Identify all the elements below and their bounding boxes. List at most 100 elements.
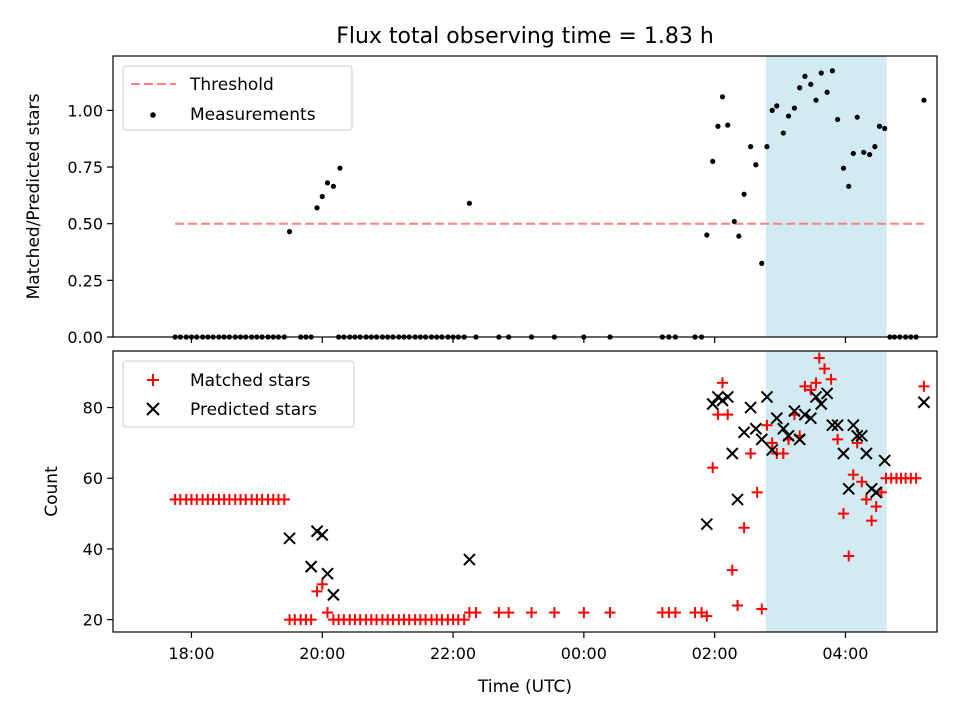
predicted-star-point	[700, 517, 714, 531]
matched-star-point	[751, 486, 763, 498]
x-tick-label: 18:00	[168, 644, 214, 663]
measurement-point	[466, 200, 473, 206]
legend-measurements-swatch	[150, 112, 156, 118]
legend-predicted-label: Predicted stars	[190, 400, 317, 420]
measurement-point	[850, 150, 856, 157]
measurement-point	[774, 103, 780, 109]
predicted-star-point	[777, 422, 790, 435]
measurement-point	[710, 158, 716, 164]
predicted-star-point	[782, 429, 795, 443]
matched-star-point	[548, 607, 560, 619]
matched-star-point	[843, 550, 855, 562]
measurement-point	[330, 183, 336, 189]
top-observing-window	[765, 56, 887, 337]
measurement-point	[840, 165, 847, 171]
matched-stars-points	[169, 352, 930, 626]
matched-star-point	[875, 486, 887, 498]
top-legend-box	[122, 65, 353, 131]
matched-star-point	[716, 377, 728, 389]
matched-star-point	[604, 607, 616, 619]
predicted-star-point	[737, 426, 751, 439]
x-axis-label: Time (UTC)	[477, 677, 572, 697]
predicted-star-point	[837, 447, 850, 460]
matched-star-point	[813, 352, 825, 364]
bottom-legend: Matched stars Predicted stars	[122, 360, 355, 428]
predicted-star-point	[721, 390, 734, 404]
measurement-point	[753, 162, 759, 168]
matched-star-point	[860, 493, 872, 505]
matched-star-point	[278, 493, 290, 505]
measurement-point	[736, 233, 742, 239]
matched-star-point	[856, 476, 868, 488]
predicted-star-point	[831, 419, 844, 432]
predicted-star-point	[760, 390, 774, 404]
measurement-points	[172, 68, 927, 340]
bottom-x-ticks: 18:00 20:00 22:00 00:00 02:00 04:00	[168, 632, 868, 663]
predicted-star-point	[869, 486, 883, 499]
predicted-star-point	[788, 404, 801, 418]
measurement-point	[764, 144, 770, 150]
bottom-legend-box	[122, 360, 355, 428]
matched-star-point	[799, 380, 811, 392]
bottom-observing-window	[765, 351, 887, 632]
matched-star-point	[305, 614, 317, 626]
legend-matched-swatch	[147, 374, 159, 386]
bottom-axes-frame	[112, 350, 938, 633]
predicted-star-point	[304, 560, 318, 573]
measurement-point	[861, 149, 867, 155]
matched-star-point	[669, 607, 681, 619]
predicted-star-point	[731, 493, 744, 506]
predicted-star-point	[321, 567, 334, 580]
chart-title: Flux total observing time = 1.83 h	[336, 24, 714, 49]
matched-star-point	[722, 409, 734, 421]
matched-star-point	[766, 437, 778, 449]
y-tick-label: 80	[83, 399, 103, 418]
matched-star-point	[847, 469, 859, 481]
predicted-star-point	[316, 528, 329, 542]
matched-star-point	[503, 607, 515, 619]
measurement-point	[813, 97, 819, 103]
legend-predicted-swatch	[146, 402, 160, 416]
top-x-ticks	[190, 337, 847, 343]
predicted-star-point	[463, 553, 476, 566]
predicted-star-point	[855, 429, 869, 443]
x-tick-label: 04:00	[822, 644, 868, 663]
matched-star-point	[805, 384, 817, 396]
bottom-y-axis-label: Count	[42, 466, 62, 517]
measurement-point	[829, 68, 835, 74]
predicted-star-point	[847, 419, 860, 432]
matched-star-point	[526, 607, 538, 619]
top-axes-frame	[112, 55, 938, 338]
matched-star-point	[918, 380, 930, 392]
predicted-star-point	[310, 525, 324, 538]
predicted-star-point	[917, 396, 931, 409]
measurement-point	[748, 144, 754, 150]
legend-measurements-label: Measurements	[190, 105, 316, 125]
predicted-star-point	[327, 588, 340, 602]
y-tick-label: 0.25	[67, 271, 103, 290]
measurement-point	[872, 144, 878, 150]
matched-star-point	[738, 522, 750, 534]
x-tick-label: 20:00	[299, 644, 345, 663]
predicted-star-point	[815, 397, 828, 411]
measurement-point	[324, 180, 331, 186]
x-tick-label: 00:00	[561, 644, 607, 663]
measurement-point	[818, 70, 824, 76]
y-tick-label: 0.75	[67, 158, 103, 177]
measurement-point	[867, 151, 873, 158]
y-tick-label: 40	[83, 540, 103, 559]
matched-star-point	[578, 607, 590, 619]
predicted-star-point	[820, 387, 834, 400]
measurement-point	[731, 218, 737, 225]
predicted-star-point	[755, 433, 768, 446]
predicted-star-point	[826, 419, 839, 432]
measurement-point	[780, 130, 786, 136]
predicted-star-point	[283, 532, 296, 545]
y-tick-label: 0.50	[67, 215, 103, 234]
predicted-star-point	[793, 433, 806, 446]
measurement-point	[921, 97, 927, 103]
measurement-point	[319, 193, 325, 200]
measurement-point	[719, 94, 726, 100]
bottom-y-ticks: 20 40 60 80	[83, 399, 113, 630]
